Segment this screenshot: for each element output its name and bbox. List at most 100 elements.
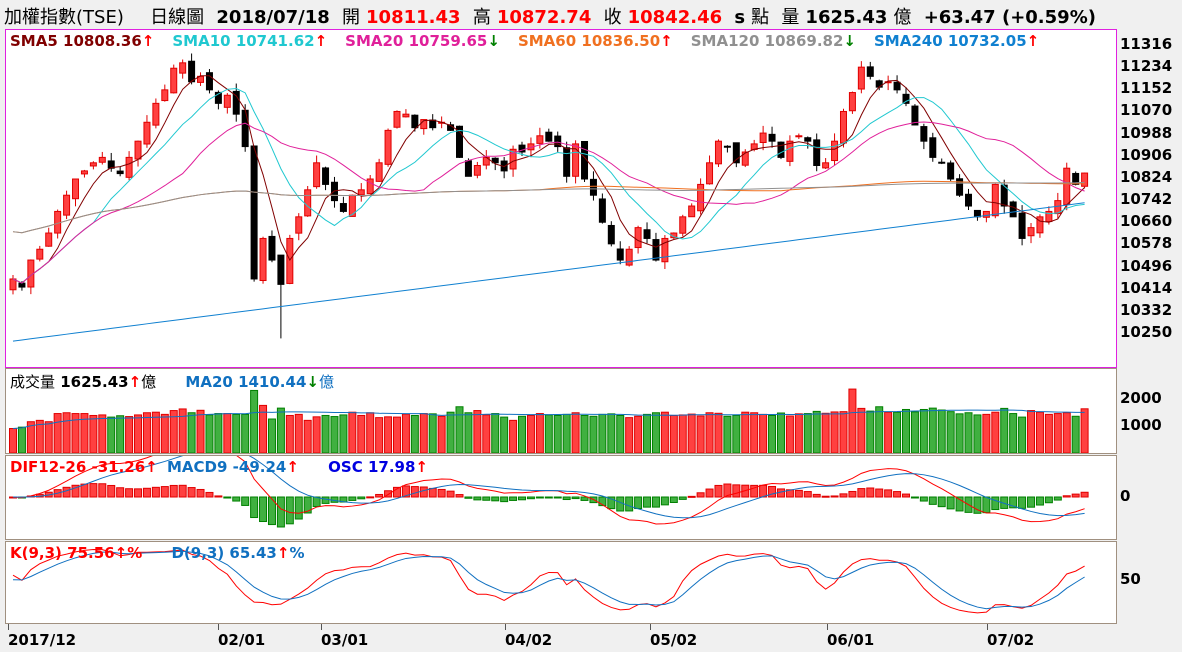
price-tick: 11316 [1120,35,1173,53]
volume-bar [509,419,518,453]
osc-bar [1009,496,1018,509]
osc-bar [482,496,491,501]
volume-bar [759,413,768,453]
osc-bar [89,483,98,498]
osc-bar [357,496,366,500]
osc-bar [616,496,625,512]
osc-bar [98,483,107,498]
osc-bar [830,495,839,498]
volume-bar [196,409,205,453]
osc-bar [1071,493,1080,498]
osc-bar [893,491,902,498]
volume-bar [339,414,348,453]
osc-bar [464,496,473,499]
candle [911,105,919,126]
price-tick: 10496 [1120,256,1173,275]
volume-bar [544,414,553,453]
candle [732,142,740,164]
sma240-line [12,202,1085,342]
volume-bar [384,416,393,453]
x-label: 06/01 [827,631,875,649]
volume-bar [1062,412,1071,453]
arrow-up-icon: ↑ [128,373,142,391]
candle [384,129,392,165]
price-chart [9,53,1089,342]
osc-bar [151,486,160,498]
osc-bar [812,493,821,498]
sma-line [12,121,1085,284]
volume-bar [401,413,410,453]
osc-bar [1062,495,1071,498]
candle [98,156,106,163]
macd-line [12,456,1085,519]
macd-value: -49.24 [232,458,287,476]
dif-label: DIF12-26 [10,458,87,476]
candle [89,162,97,167]
volume-bar [919,408,928,453]
osc-bar [1044,496,1053,504]
osc-bar [62,486,71,498]
price-tick: 10824 [1120,167,1173,186]
vol-ma-value: 1410.44 [238,373,307,391]
candle [875,80,883,88]
osc-bar [902,493,910,498]
volume-bar [1053,413,1062,453]
osc-bar [491,496,500,502]
candle [429,119,437,129]
volume-bar [643,413,652,453]
candle [857,66,865,90]
vol-tick: 2000 [1120,389,1162,407]
osc-bar [134,488,143,498]
chart-type[interactable]: 日線圖 [150,7,205,28]
volume-bar [616,414,625,453]
volume-bar [660,411,669,453]
volume-bar [321,414,330,453]
volume-bar [214,413,223,453]
sma-value: 10836.50 [581,32,661,50]
volume-bar [634,415,643,453]
volume-bar [910,411,919,453]
osc-bar [419,486,428,498]
candle [205,72,213,91]
macd-panel[interactable]: DIF12-26 -31.26↑ MACD9 -49.24↑ OSC 17.98… [5,455,1117,540]
volume-bar [303,419,312,453]
candle [965,193,973,207]
candle [18,282,26,288]
volume-bar [714,412,723,453]
volume-bar [553,414,562,453]
candle [839,110,847,144]
volume-bar [821,412,830,453]
osc-bar [750,484,759,498]
open-value: 10811.43 [366,7,461,28]
sma-legend-item: SMA20 10759.65↓ [345,32,500,50]
k-value: 75.56 [67,544,115,562]
volume-panel[interactable]: 成交量 1625.43↑億 MA20 1410.44↓億 [5,368,1117,454]
volume-bar [357,414,366,453]
unit-s: s [734,7,746,28]
volume-bar [160,413,169,453]
volume-bar [1009,413,1018,453]
volume-chart [9,388,1089,453]
price-chart-panel[interactable]: SMA5 10808.36↑ SMA10 10741.62↑ SMA20 10759… [5,29,1117,368]
volume-bar [669,414,678,453]
close-value: 10842.46 [627,7,723,28]
price-tick: 11234 [1120,57,1173,76]
osc-bar [946,496,955,510]
candle [866,66,874,77]
osc-bar [526,496,535,500]
sma-legend-item: SMA5 10808.36↑ [10,32,154,50]
volume-bar [607,413,616,453]
quote-date: 2018/07/18 [216,7,330,28]
volume-bar [62,412,71,453]
osc-bar [571,496,580,500]
osc-bar [446,490,455,498]
volume-bar [678,414,687,453]
volume-bar [785,415,794,453]
candle [45,232,53,247]
kd-panel[interactable]: K(9,3) 75.56↑% D(9,3) 65.43↑% [5,541,1117,624]
candle [643,229,651,239]
candle [893,81,901,91]
volume-bar [518,415,527,453]
candle [536,135,544,144]
volume-bar [1018,416,1027,453]
